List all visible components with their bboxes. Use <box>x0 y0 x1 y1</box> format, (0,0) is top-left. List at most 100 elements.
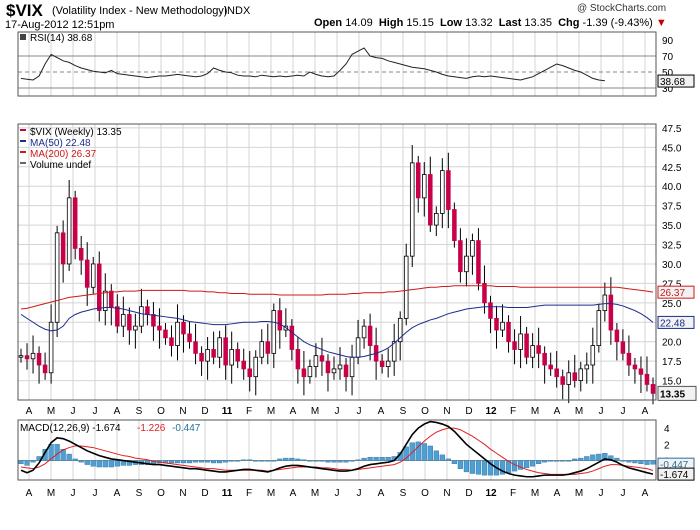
macd-histogram-bar <box>337 460 343 463</box>
candle-body <box>452 209 457 242</box>
candle-body <box>548 364 553 370</box>
rsi-legend-swatch <box>20 34 26 40</box>
macd-x-tick-label: A <box>554 488 561 499</box>
macd-histogram-bar <box>433 450 439 461</box>
candle-body <box>199 352 204 362</box>
candle-body <box>42 364 48 374</box>
macd-histogram-bar <box>72 458 78 461</box>
rsi-last-value: 38.68 <box>660 77 685 88</box>
macd-histogram-bar <box>572 458 578 461</box>
candle-body <box>434 213 439 226</box>
macd-histogram-bar <box>560 460 566 462</box>
macd-histogram-bar <box>114 460 120 467</box>
candle-body <box>422 174 427 199</box>
candle-body <box>271 310 277 354</box>
macd-x-tick-label: J <box>335 488 340 499</box>
candle-body <box>512 341 517 350</box>
candle-body <box>361 325 367 339</box>
macd-histogram-bar <box>108 460 114 468</box>
price-x-tick-label: A <box>378 406 385 417</box>
ma200-last-value: 26.37 <box>660 288 685 299</box>
quote-date: 17-Aug-2012 12:51pm <box>5 19 115 31</box>
candle-body <box>169 337 174 346</box>
macd-x-tick-label: 11 <box>222 488 233 499</box>
macd-histogram-bar <box>192 460 199 463</box>
macd-histogram-bar <box>30 460 36 463</box>
price-legend-entry: Volume undef <box>30 160 91 171</box>
macd-histogram-bar <box>403 446 409 461</box>
macd-line <box>20 420 654 478</box>
candle-body <box>560 376 565 385</box>
macd-histogram-bar <box>548 460 554 462</box>
candle-body <box>385 360 391 367</box>
candle-body <box>235 349 240 362</box>
quote-bar: Open 14.09 High 15.15 Low 13.32 Last 13.… <box>314 17 667 29</box>
candle-body <box>175 321 180 346</box>
candle-body <box>524 333 529 358</box>
low-label: Low <box>440 17 463 29</box>
rsi-y-tick-label: 70 <box>662 52 674 63</box>
macd-histogram-bar <box>295 458 301 461</box>
candle-body <box>265 341 271 354</box>
macd-histogram-bar <box>198 460 205 463</box>
macd-histogram-bar <box>361 457 367 461</box>
macd-histogram-bar <box>566 460 572 462</box>
candle-body <box>133 325 138 331</box>
macd-histogram-bar <box>78 460 84 463</box>
candle-body <box>506 321 511 343</box>
candle-body <box>536 345 541 354</box>
macd-hist-last-value: -0.447 <box>660 460 689 471</box>
candle-body <box>90 263 96 288</box>
candle-body <box>163 329 168 339</box>
macd-x-tick-label: J <box>93 488 98 499</box>
macd-histogram-bar <box>355 459 361 461</box>
candle-body <box>301 368 307 378</box>
candle-body <box>66 197 72 265</box>
price-last-value-box <box>657 385 697 401</box>
price-x-tick-label: J <box>599 406 604 417</box>
candle-body <box>343 364 349 378</box>
candle-body <box>241 360 246 370</box>
candle-body <box>650 384 656 394</box>
candle-body <box>205 349 210 362</box>
macd-histogram-bar <box>277 458 283 461</box>
macd-histogram-bar <box>66 453 72 461</box>
ma200-line <box>20 285 654 310</box>
macd-last-value: -1.674 <box>660 470 689 481</box>
macd-histogram-bar <box>650 460 656 465</box>
candle-body <box>229 349 234 366</box>
macd-histogram-bar <box>253 460 259 462</box>
macd-histogram-bar <box>60 448 66 461</box>
candle-body <box>36 352 42 366</box>
macd-legend-histogram: -0.447 <box>172 423 201 434</box>
candle-body <box>620 341 626 354</box>
candle-body <box>638 368 644 375</box>
candle-body <box>181 321 186 335</box>
candle-body <box>572 372 578 381</box>
macd-histogram-bar <box>126 460 132 466</box>
candle-body <box>54 232 60 323</box>
price-legend-swatch <box>20 140 26 142</box>
macd-histogram-bar <box>90 460 96 467</box>
candle-body <box>608 294 614 331</box>
macd-x-tick-label: A <box>26 488 33 499</box>
high-label: High <box>378 17 404 29</box>
price-y-tick-label: 20.0 <box>662 338 682 349</box>
chg-label: Chg <box>558 17 580 29</box>
price-y-tick-label: 42.5 <box>662 163 682 174</box>
macd-histogram-bar <box>102 460 108 468</box>
macd-histogram-bar <box>499 460 506 475</box>
macd-histogram-bar <box>523 460 530 469</box>
candle-body <box>337 364 343 370</box>
candle-body <box>313 355 319 367</box>
price-x-tick-label: S <box>400 406 407 417</box>
macd-histogram-bar <box>614 457 620 461</box>
candle-body <box>446 170 451 210</box>
candle-body <box>644 373 650 385</box>
candle-body <box>151 314 156 327</box>
macd-histogram-bar <box>409 442 415 461</box>
candle-body <box>193 341 198 354</box>
candle-body <box>614 329 620 343</box>
price-x-tick-label: J <box>93 406 98 417</box>
macd-histogram-bar <box>590 454 596 461</box>
